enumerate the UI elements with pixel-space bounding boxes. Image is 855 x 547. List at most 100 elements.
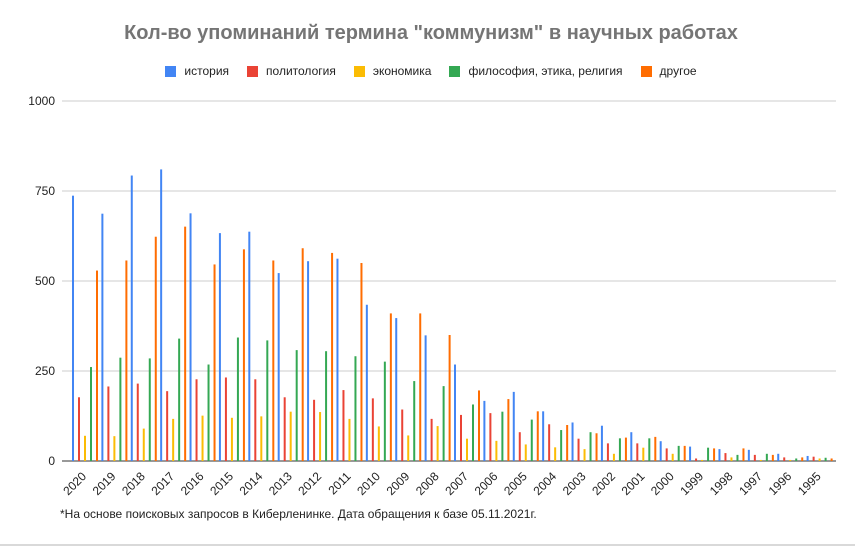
bar [401, 409, 404, 461]
bar [301, 248, 304, 461]
bar [125, 260, 128, 461]
bar [272, 260, 275, 461]
bar [765, 453, 768, 461]
bar [671, 453, 674, 461]
y-tick-label: 500 [35, 274, 55, 288]
bar [612, 453, 615, 461]
bar [448, 335, 451, 461]
bar [501, 411, 504, 461]
x-tick-label: 2012 [295, 469, 324, 498]
bar [524, 444, 527, 461]
bar [507, 399, 510, 461]
bar [759, 459, 762, 461]
bar [771, 454, 774, 461]
bar [224, 377, 227, 461]
bar [166, 391, 169, 461]
bar [783, 457, 786, 461]
legend-swatch [165, 65, 177, 77]
bar [530, 419, 533, 461]
bar [436, 426, 439, 461]
bar [812, 456, 815, 461]
bar [101, 213, 104, 461]
bar [136, 383, 139, 461]
bar [606, 443, 609, 461]
legend-swatch [247, 65, 259, 77]
bar [148, 358, 151, 461]
y-tick-label: 250 [35, 364, 55, 378]
bar [218, 233, 221, 461]
bar [483, 400, 486, 461]
bar [377, 426, 380, 461]
bar [730, 457, 733, 461]
bar [695, 458, 698, 461]
bar [659, 441, 662, 461]
bar [348, 418, 351, 461]
bar [566, 425, 569, 461]
x-tick-label: 2019 [90, 469, 119, 498]
y-tick-label: 750 [35, 184, 55, 198]
bar [460, 414, 462, 461]
bar [630, 432, 633, 461]
legend-swatch [449, 65, 461, 77]
x-tick-label: 2016 [178, 469, 207, 498]
bar [600, 425, 603, 461]
bar [424, 335, 427, 461]
bar [371, 398, 374, 461]
bar [777, 453, 780, 461]
legend-item-economics: экономика [353, 64, 431, 78]
x-tick-label: 2014 [237, 469, 266, 498]
bar [595, 433, 598, 461]
bar [260, 416, 263, 461]
bar [254, 379, 257, 461]
bar [718, 449, 721, 461]
bar [413, 381, 416, 461]
x-tick-label: 2004 [530, 469, 559, 498]
bar [236, 337, 239, 461]
bar [560, 430, 563, 461]
legend-item-other: другое [640, 64, 697, 78]
chart-title: Кол-во упоминаний термина "коммунизм" в … [124, 22, 738, 44]
bar [383, 361, 386, 461]
bar [472, 404, 474, 461]
bar [331, 252, 334, 461]
bar [307, 261, 310, 461]
bar [295, 350, 298, 461]
x-tick-label: 2020 [60, 469, 89, 498]
bar [172, 418, 175, 461]
bar [824, 457, 827, 461]
x-tick-label: 2009 [384, 469, 413, 498]
bar [119, 357, 122, 461]
bar [84, 435, 86, 461]
bar [277, 273, 280, 461]
bar [818, 458, 821, 461]
bar [389, 313, 392, 461]
x-tick-label: 2000 [648, 469, 677, 498]
bar [554, 447, 557, 461]
bar [830, 458, 833, 461]
x-tick-label: 2015 [207, 469, 236, 498]
bar [489, 413, 492, 461]
bar [419, 313, 422, 461]
x-tick-label: 2011 [325, 469, 353, 497]
bar [713, 448, 716, 461]
bar [283, 397, 286, 461]
x-tick-label: 2001 [619, 469, 648, 498]
bar [78, 397, 80, 461]
legend-label: политология [266, 64, 336, 78]
bar [548, 424, 551, 461]
bar [789, 459, 792, 461]
bar [266, 340, 269, 461]
bar [395, 318, 398, 461]
bar [495, 440, 498, 461]
bar [454, 364, 456, 461]
bar [571, 422, 574, 461]
legend-label: история [184, 64, 230, 78]
x-tick-label: 2007 [442, 469, 471, 498]
bar [583, 449, 586, 461]
bar [665, 448, 668, 461]
bar [289, 411, 292, 461]
bar [654, 436, 657, 461]
bar [478, 390, 480, 461]
bar [319, 412, 322, 461]
